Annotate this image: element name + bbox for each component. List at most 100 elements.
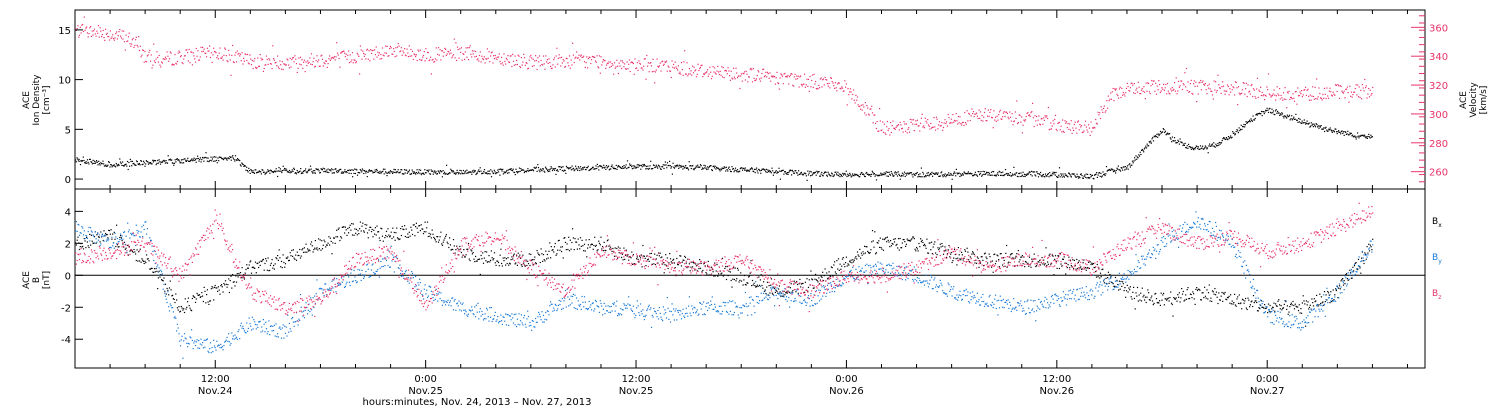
velocity-series-point <box>1233 87 1235 89</box>
bx-series-point <box>356 234 358 236</box>
velocity-series-point <box>1169 93 1171 95</box>
velocity-series-point <box>1263 94 1265 96</box>
velocity-series-point <box>1125 87 1128 89</box>
velocity-series-point <box>1265 95 1267 97</box>
bx-series-point <box>937 247 939 249</box>
velocity-series-point <box>435 47 437 49</box>
density-series-point <box>884 174 886 176</box>
bx-series-point <box>586 256 588 258</box>
density-series-point <box>1150 140 1152 142</box>
velocity-series-point <box>777 82 779 84</box>
density-series-point <box>177 159 179 161</box>
velocity-series-point <box>240 60 242 62</box>
velocity-series-point <box>1234 81 1236 83</box>
bx-series-point <box>417 231 419 233</box>
velocity-series-point <box>145 60 147 62</box>
velocity-series-point <box>657 65 659 67</box>
density-series-point <box>704 167 706 169</box>
velocity-series-point <box>1083 130 1085 132</box>
density-series-point <box>1321 128 1323 130</box>
velocity-series-point <box>627 68 629 70</box>
bx-series-point <box>1200 299 1202 301</box>
velocity-series-point <box>401 54 403 56</box>
velocity-series-point <box>778 88 780 90</box>
density-series-point <box>300 168 302 170</box>
density-series-point <box>1144 147 1146 149</box>
bx-series-point <box>153 271 155 274</box>
density-series-point <box>633 165 636 167</box>
density-series-point <box>235 159 237 161</box>
density-series-point <box>1245 121 1247 123</box>
density-series-point <box>1095 173 1097 175</box>
velocity-series-point <box>775 77 777 79</box>
density-series-point <box>604 166 606 168</box>
velocity-series-point <box>476 59 478 61</box>
density-series-point <box>1326 130 1328 132</box>
velocity-series-point <box>1215 81 1217 83</box>
density-series-point <box>1006 172 1008 175</box>
velocity-series-point <box>1140 89 1143 91</box>
velocity-series-point <box>1361 98 1363 100</box>
bx-series-point <box>1118 289 1120 291</box>
velocity-series-point <box>740 73 743 75</box>
velocity-series-point <box>669 70 671 72</box>
bx-series-point <box>159 276 161 278</box>
density-series-point <box>220 157 223 159</box>
bx-series-point <box>363 230 365 232</box>
velocity-series-point <box>1299 91 1301 93</box>
density-series-point <box>881 173 883 175</box>
density-series-point <box>420 169 422 171</box>
velocity-series-point <box>590 62 592 65</box>
density-series-point <box>1219 143 1221 145</box>
bx-series-point <box>446 241 448 243</box>
bx-series-point <box>345 229 347 231</box>
density-series-point <box>570 167 572 169</box>
velocity-series-point <box>464 51 466 53</box>
density-series-point <box>450 168 452 170</box>
density-series-point <box>915 172 917 175</box>
bx-series-point <box>397 238 399 240</box>
velocity-series-point <box>538 55 541 57</box>
velocity-series-point <box>966 110 968 112</box>
density-series-point <box>1262 111 1264 113</box>
velocity-series-point <box>829 87 831 89</box>
velocity-series-point <box>869 108 871 110</box>
density-series-point <box>463 173 465 175</box>
velocity-series-point <box>1050 128 1053 130</box>
bx-series-point <box>496 260 498 262</box>
density-series-point <box>1042 173 1044 176</box>
density-series-point <box>1281 112 1283 114</box>
velocity-series-point <box>734 78 736 80</box>
velocity-series-point <box>799 76 801 78</box>
density-series-point <box>664 164 666 166</box>
velocity-series-point <box>370 49 372 51</box>
density-series-point <box>668 164 670 167</box>
velocity-series-point <box>1286 91 1288 93</box>
density-series-point <box>1368 133 1370 135</box>
velocity-series-point <box>1000 118 1002 120</box>
bx-series-point <box>303 251 305 253</box>
density-series-point <box>370 169 373 172</box>
velocity-series-point <box>1039 124 1042 126</box>
velocity-series-point <box>753 77 755 79</box>
velocity-series-point <box>469 45 471 47</box>
bx-series-point <box>848 264 850 266</box>
velocity-series-point <box>783 73 785 75</box>
density-series-point <box>663 167 665 170</box>
density-series-point <box>1085 173 1087 175</box>
velocity-series-point <box>467 59 470 61</box>
density-series-point <box>396 171 398 173</box>
bx-series-point <box>673 258 675 260</box>
bx-series-point <box>834 271 836 273</box>
density-series-point <box>556 169 558 172</box>
density-series-point <box>766 171 768 173</box>
bx-series-point <box>269 264 272 266</box>
density-series-point <box>818 171 820 173</box>
bx-series-point <box>92 242 94 244</box>
velocity-series-point <box>721 76 724 78</box>
bx-series-point <box>90 244 92 246</box>
bx-series-point <box>874 231 876 233</box>
velocity-series-point <box>487 57 489 59</box>
bx-series-point <box>456 245 458 247</box>
velocity-series-point <box>109 30 111 32</box>
